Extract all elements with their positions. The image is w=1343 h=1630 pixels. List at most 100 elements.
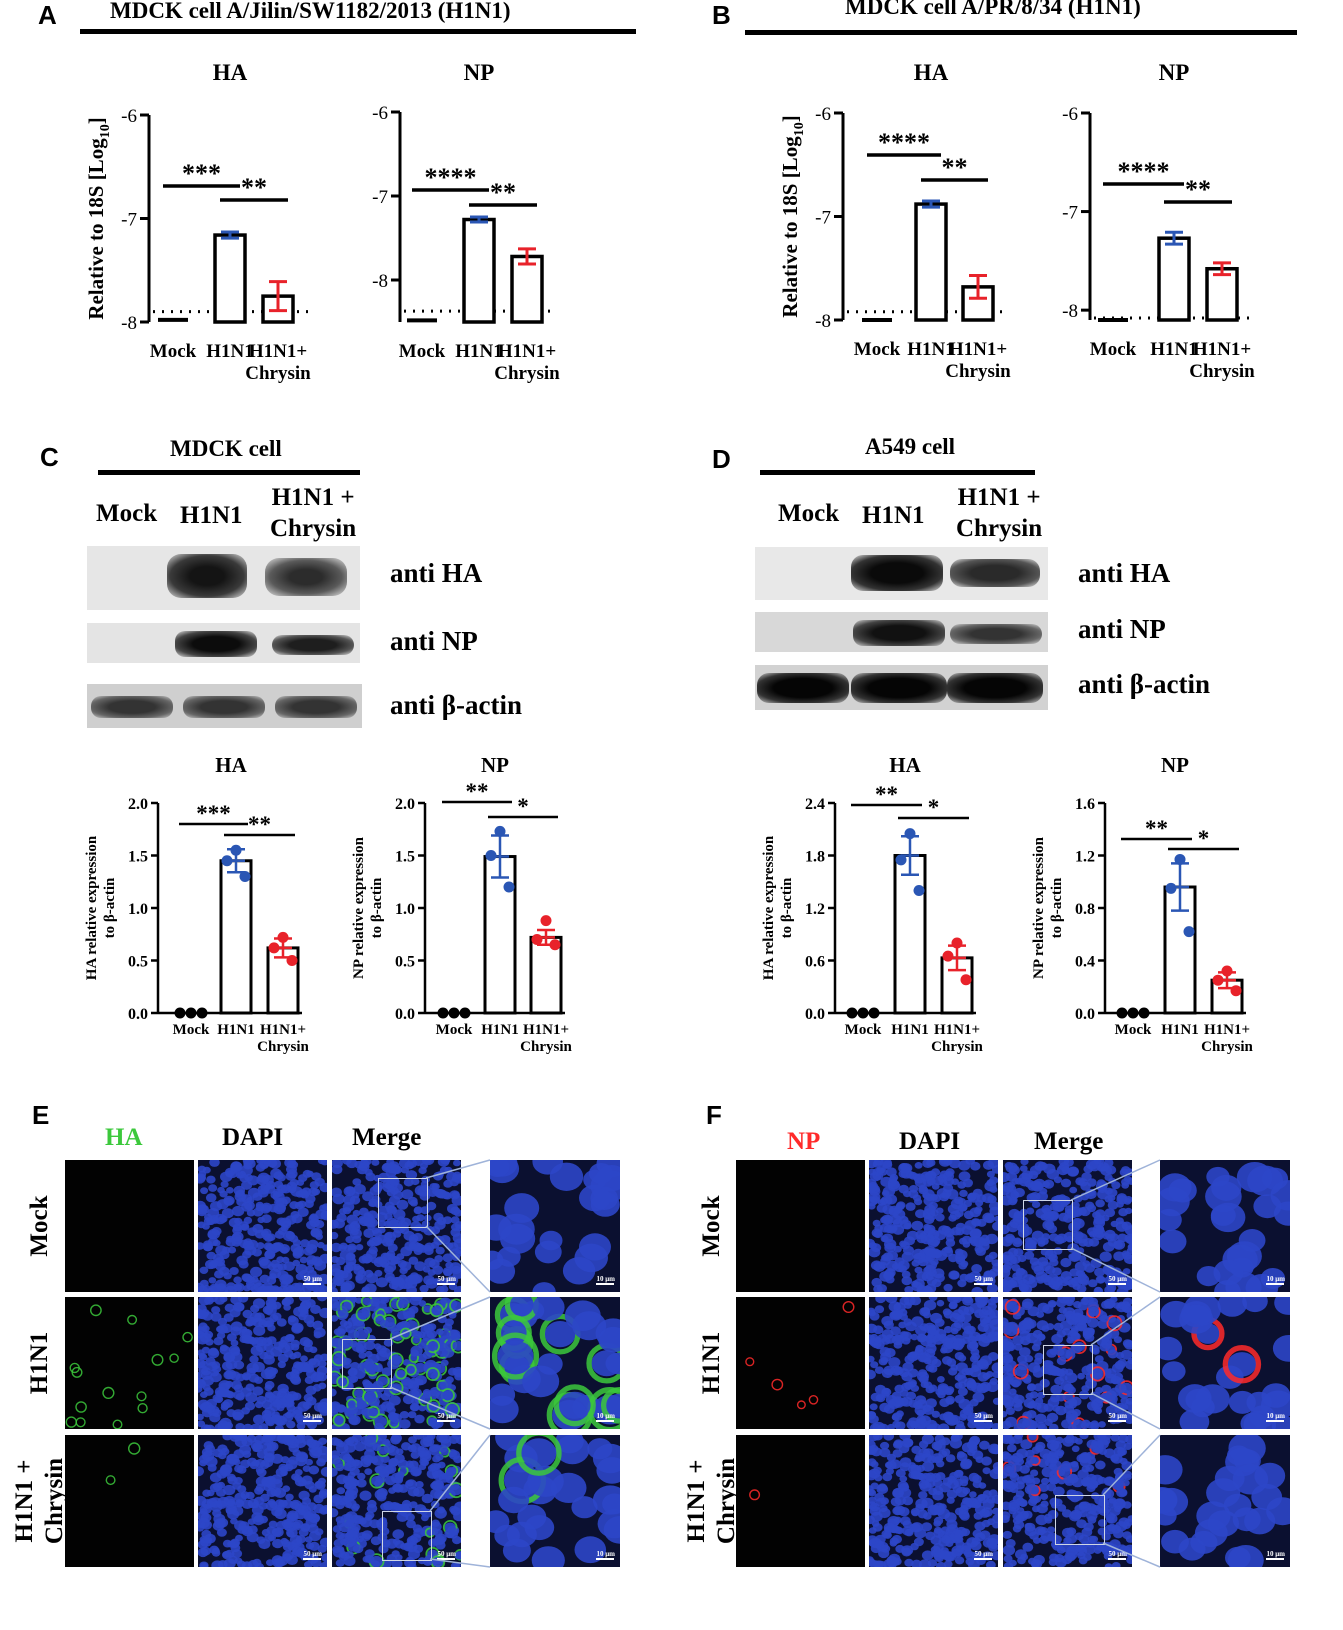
y-tick-label: 1.2 <box>805 901 825 918</box>
zoom-region-box <box>1023 1200 1073 1250</box>
scale-bar-label: 50 μm <box>974 1412 993 1420</box>
microscopy-row-label-line: Mock <box>26 1195 53 1257</box>
scale-bar-label: 50 μm <box>303 1275 322 1283</box>
x-tick-label: H1N1+ Chrysin <box>931 1022 983 1055</box>
microscopy-row-label-line: Mock <box>698 1195 725 1257</box>
data-point <box>1221 965 1233 977</box>
data-point <box>868 1007 880 1019</box>
panel-c-rule <box>98 470 360 475</box>
scale-bar-label: 50 μm <box>437 1412 456 1420</box>
x-tick-label: Mock <box>854 339 901 360</box>
x-tick-label: Mock <box>399 341 446 362</box>
microscopy-zoom-tile: 10 μm <box>490 1435 620 1567</box>
y-axis-label: NP relative expression to β-actin <box>351 836 385 979</box>
scale-bar-label: 50 μm <box>303 1550 322 1558</box>
y-tick-label: -6 <box>121 106 137 127</box>
y-axis-label: NP relative expression to β-actin <box>1031 836 1065 979</box>
x-tick-label: H1N1+ Chrysin <box>945 339 1011 382</box>
x-tick-label: H1N1+ Chrysin <box>1189 339 1255 382</box>
microscopy-tile: 50 μm <box>869 1435 998 1567</box>
bar <box>261 280 295 324</box>
data-point <box>960 974 972 986</box>
significance-label: ** <box>490 178 516 207</box>
microscopy-zoom-tile: 10 μm <box>1160 1435 1290 1567</box>
significance-bracket: *** <box>163 159 240 188</box>
bar <box>483 834 517 1015</box>
scale-bar-label: 50 μm <box>974 1275 993 1283</box>
y-tick-label: 0.5 <box>128 954 148 971</box>
chart-title: NP <box>464 60 495 85</box>
bar <box>213 230 247 324</box>
x-tick-label: H1N1 <box>1150 339 1198 360</box>
scale-bar-label: 50 μm <box>974 1550 993 1558</box>
y-axis-label: HA relative expression to β-actin <box>84 835 118 980</box>
x-tick-label: H1N1 <box>1161 1022 1199 1038</box>
chart-title: NP <box>1161 753 1189 777</box>
significance-label: ** <box>248 812 271 837</box>
ab-label-c-np: anti NP <box>390 626 478 656</box>
data-point <box>1212 974 1224 986</box>
significance-label: **** <box>1118 157 1170 186</box>
chart-b-ha: HA -6 -7 -8 Relative to 18S [Log10] Mock H1N1H… <box>778 60 1011 382</box>
data-point <box>540 915 552 927</box>
y-axis-label: Relative to 18S [Log10] <box>84 117 113 319</box>
data-point <box>503 881 515 893</box>
chart-title: HA <box>213 60 248 85</box>
microscopy-tile <box>736 1297 865 1429</box>
bar <box>219 847 253 1015</box>
x-tick-label: H1N1 <box>206 341 254 362</box>
microscopy-tile <box>736 1435 865 1567</box>
lane-label-line: Chrysin <box>270 515 357 542</box>
panel-letter-c: C <box>40 442 59 472</box>
data-point <box>185 1007 197 1019</box>
blot-c-ha <box>87 546 360 610</box>
panel-b-header: MDCK cell A/PR/8/34 (H1N1) <box>845 0 1141 19</box>
chart-title: HA <box>914 60 949 85</box>
scale-bar-label: 50 μm <box>1108 1412 1127 1420</box>
blot-d-np <box>755 612 1048 652</box>
scale-bar <box>596 1420 614 1422</box>
data-point <box>1183 926 1195 938</box>
data-point <box>1127 1007 1139 1019</box>
panel-letter-a: A <box>38 0 57 30</box>
zoom-region-box <box>1055 1495 1105 1545</box>
panel-letter-e: E <box>32 1100 50 1130</box>
data-point <box>531 934 543 945</box>
data-point <box>437 1007 449 1019</box>
microscopy-tile: 50 μm <box>332 1435 461 1567</box>
x-tick-label: H1N1+ Chrysin <box>520 1022 572 1055</box>
microscopy-row-label: Mock <box>697 1151 727 1301</box>
significance-bracket: ** <box>921 153 988 182</box>
scale-bar <box>974 1558 992 1560</box>
y-tick-label: -6 <box>815 104 831 125</box>
panel-a-rule <box>80 29 636 34</box>
significance-label: *** <box>196 801 231 826</box>
y-tick-label: -6 <box>372 103 388 124</box>
panel-letter-d: D <box>712 444 731 474</box>
ab-label-d-ha: anti HA <box>1078 558 1171 588</box>
significance-bracket: ** <box>220 173 288 202</box>
microscopy-tile: 50 μm <box>869 1160 998 1292</box>
data-point <box>485 850 497 861</box>
significance-bracket: ** <box>1121 816 1192 841</box>
chart-title: NP <box>481 753 509 777</box>
data-point <box>459 1007 471 1019</box>
data-point <box>239 871 251 882</box>
chart-d-ha: HA 0.0 0.6 1.2 1.8 2.4 HA relative expression t… <box>761 753 983 1055</box>
panel-letter-b: B <box>712 0 731 30</box>
scale-bar-label: 10 μm <box>596 1412 615 1420</box>
scale-bar <box>437 1283 455 1285</box>
y-tick-label: 2.0 <box>395 796 415 813</box>
microscopy-tile: 50 μm <box>198 1297 327 1429</box>
chart-title: HA <box>215 753 247 777</box>
y-tick-label: 1.0 <box>128 901 148 918</box>
blot-c-np <box>87 623 360 663</box>
blot-d-ha <box>755 547 1048 600</box>
chart-title: NP <box>1159 60 1190 85</box>
data-point <box>549 939 561 951</box>
scale-bar <box>437 1558 455 1560</box>
scale-bar-label: 50 μm <box>1108 1275 1127 1283</box>
ab-label-d-actin: anti β-actin <box>1078 669 1210 699</box>
scale-bar-label: 10 μm <box>596 1550 615 1558</box>
blot-c-actin <box>87 684 362 728</box>
